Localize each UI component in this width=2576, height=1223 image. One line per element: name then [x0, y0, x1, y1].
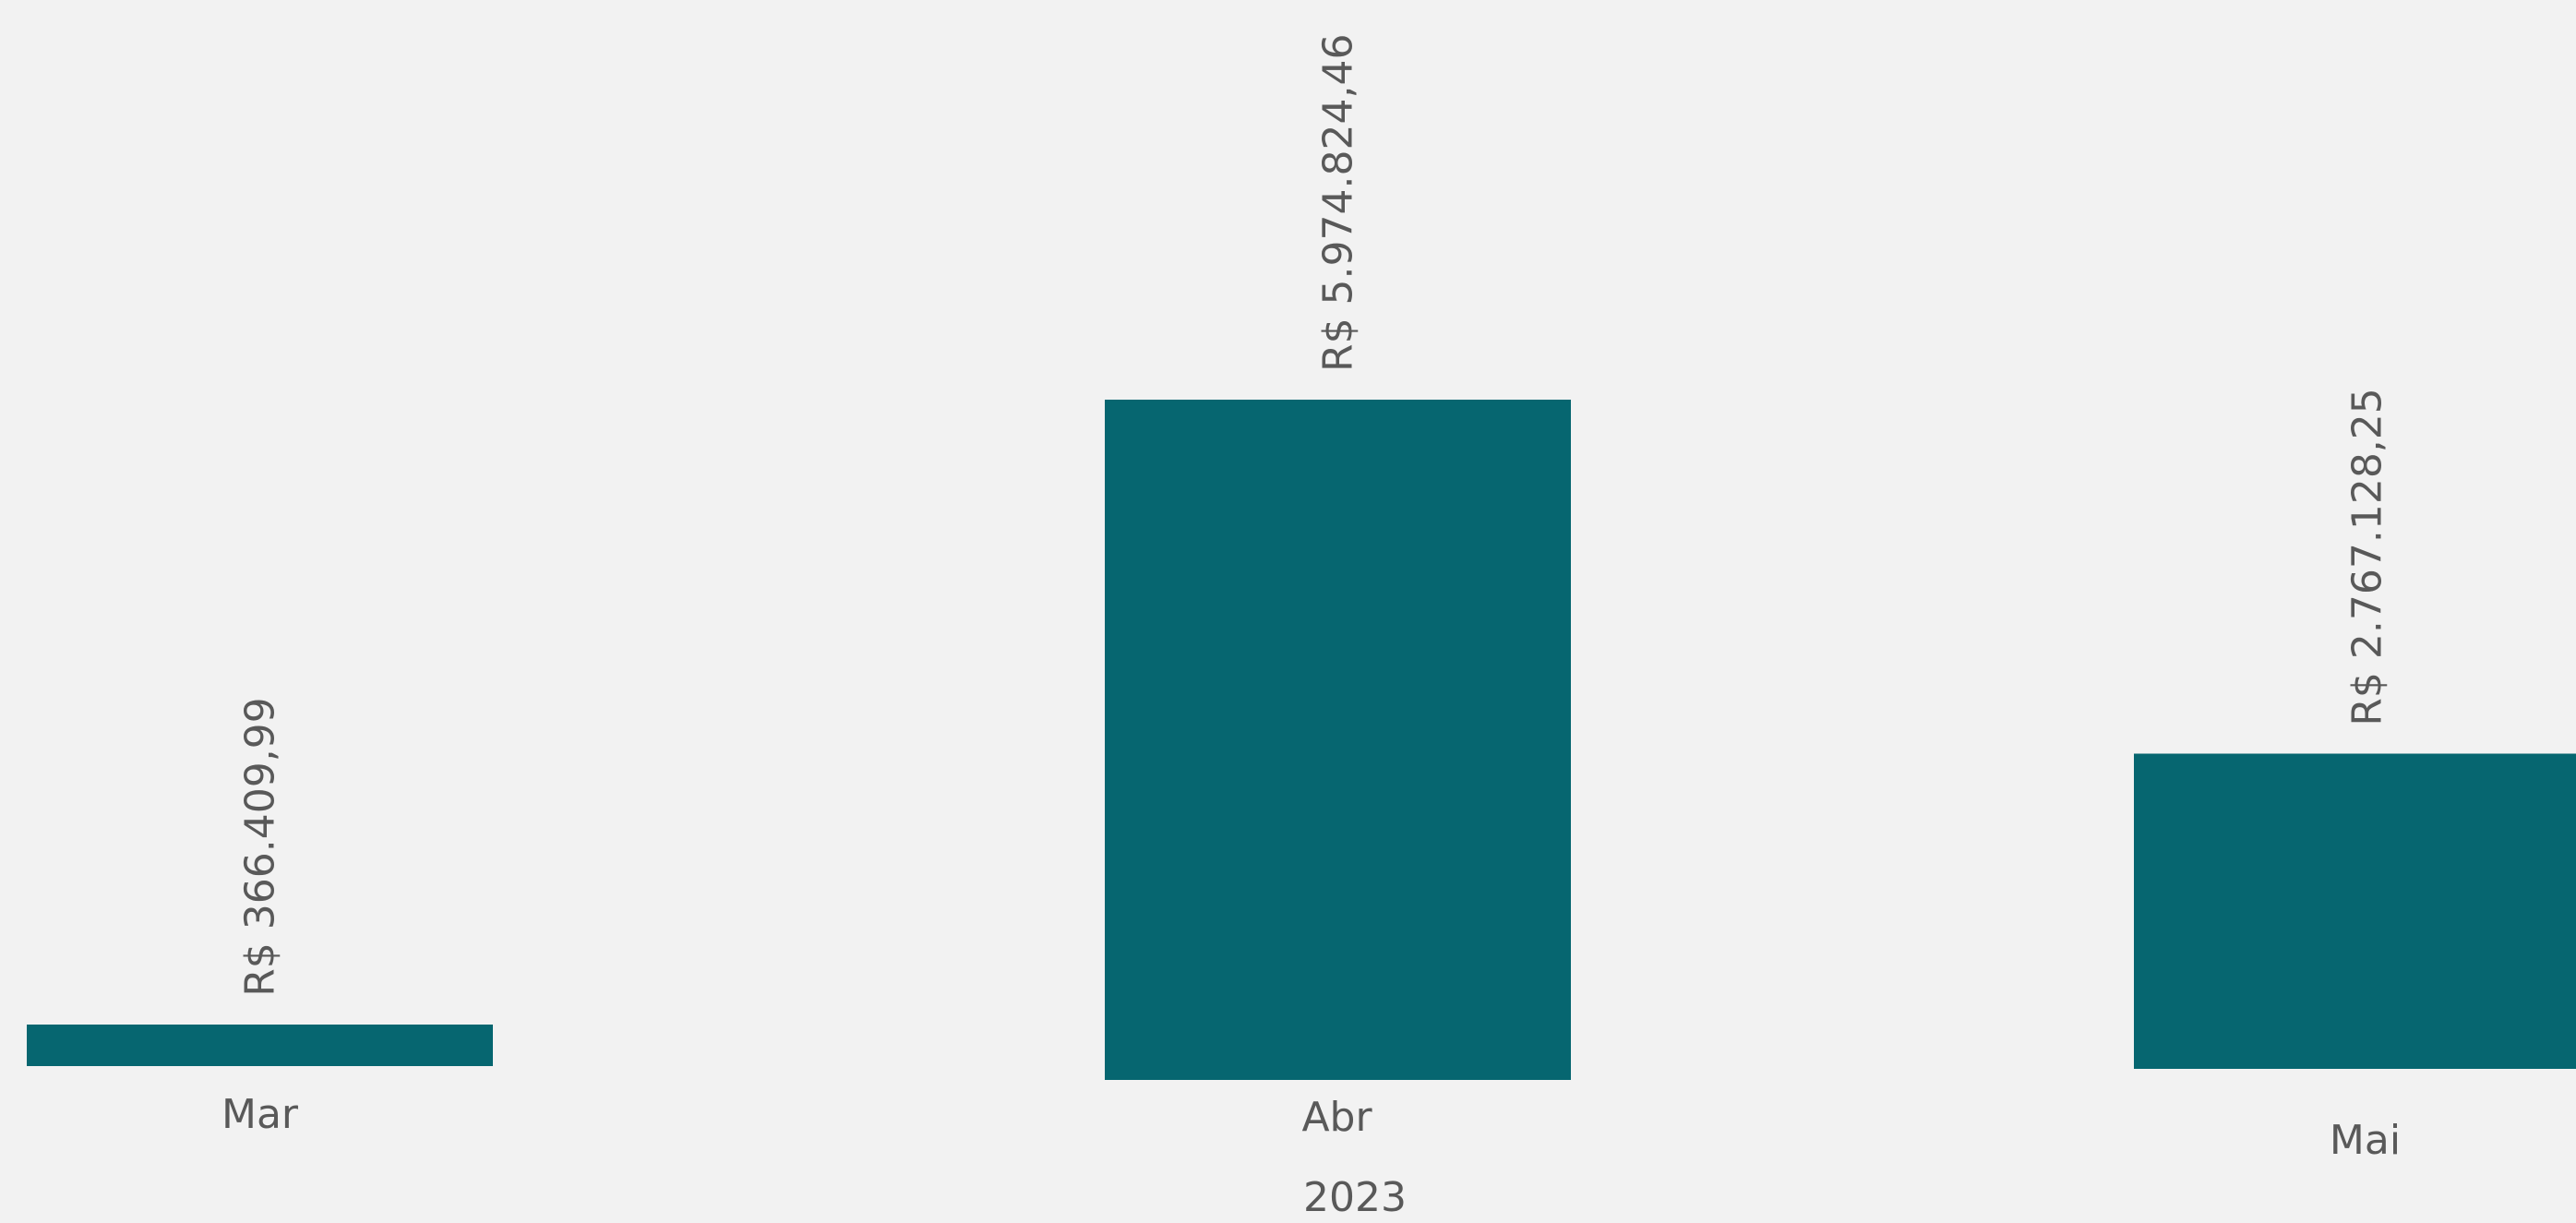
category-label-mai: Mai [2330, 1117, 2401, 1164]
bar-abr [1105, 400, 1571, 1080]
data-labels-group: R$ 366.409,99 R$ 5.974.824,46 R$ 2.767.128… [237, 34, 2391, 997]
x-axis-group-label: 2023 [1303, 1174, 1407, 1221]
category-labels-group: Mar Abr Mai [222, 1091, 2401, 1164]
category-label-abr: Abr [1301, 1094, 1372, 1141]
data-label-mar: R$ 366.409,99 [237, 697, 284, 996]
category-label-mar: Mar [222, 1091, 299, 1138]
bar-mar [27, 1024, 493, 1066]
data-label-abr: R$ 5.974.824,46 [1315, 34, 1362, 372]
bar-mai [2134, 753, 2576, 1069]
bars-group [27, 400, 2576, 1080]
data-label-mai: R$ 2.767.128,25 [2344, 388, 2391, 725]
